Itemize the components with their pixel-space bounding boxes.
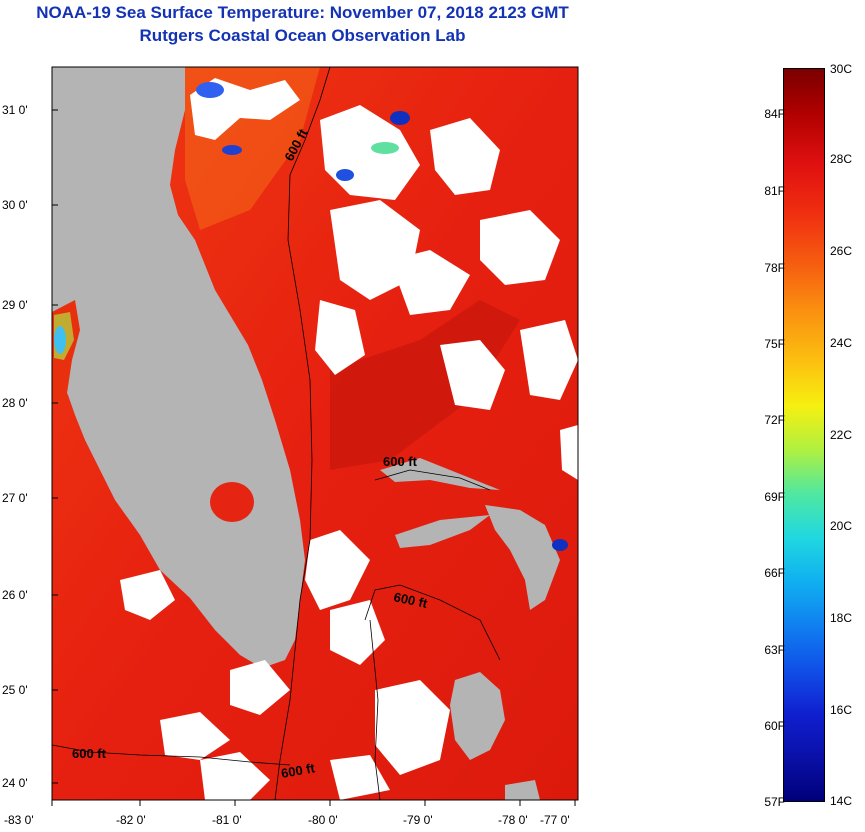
colorbar-fahrenheit-label: 63F bbox=[764, 643, 785, 657]
colorbar-celsius-label: 14C bbox=[830, 794, 853, 808]
axis-ticks bbox=[51, 109, 576, 806]
color-scale-bar bbox=[783, 68, 825, 802]
lat-label: 27 0' bbox=[2, 491, 28, 505]
colorbar-fahrenheit-label: 84F bbox=[764, 107, 785, 121]
chart-subtitle: Rutgers Coastal Ocean Observation Lab bbox=[139, 26, 466, 45]
lat-label: 31 0' bbox=[2, 103, 28, 117]
colorbar-fahrenheit-label: 60F bbox=[764, 719, 785, 733]
cloud-cover bbox=[120, 78, 578, 800]
colorbar-celsius-label: 30C bbox=[830, 62, 853, 76]
colorbar-celsius-label: 26C bbox=[830, 244, 853, 258]
lon-label: -79 0' bbox=[403, 813, 433, 827]
depth-contours bbox=[52, 67, 501, 800]
colorbar-celsius-label: 24C bbox=[830, 336, 853, 350]
lon-label: -82 0' bbox=[116, 813, 146, 827]
cool-water-patches bbox=[54, 82, 568, 551]
lat-label: 25 0' bbox=[2, 683, 28, 697]
colorbar-fahrenheit-label: 57F bbox=[764, 795, 785, 809]
colorbar-fahrenheit-label: 69F bbox=[764, 490, 785, 504]
colorbar-fahrenheit-label: 72F bbox=[764, 413, 785, 427]
colorbar-fahrenheit-label: 66F bbox=[764, 566, 785, 580]
contour-label: 600 ft bbox=[280, 760, 317, 781]
lon-label: -78 0' bbox=[498, 813, 528, 827]
lon-label: -77 0' bbox=[540, 813, 570, 827]
colorbar-fahrenheit-label: 81F bbox=[764, 184, 785, 198]
lon-label: -80 0' bbox=[308, 813, 338, 827]
lat-label: 28 0' bbox=[2, 396, 28, 410]
colorbar-celsius-label: 20C bbox=[830, 519, 853, 533]
chart-title: NOAA-19 Sea Surface Temperature: Novembe… bbox=[36, 3, 569, 22]
colorbar-celsius-label: 18C bbox=[830, 611, 853, 625]
lon-label: -83 0' bbox=[4, 813, 34, 827]
colorbar-celsius-label: 22C bbox=[830, 428, 853, 442]
contour-label: 600 ft bbox=[383, 454, 418, 469]
colorbar-celsius-label: 28C bbox=[830, 152, 853, 166]
contour-label: 600 ft bbox=[72, 746, 107, 761]
lon-label: -81 0' bbox=[212, 813, 242, 827]
colorbar-celsius-label: 16C bbox=[830, 703, 853, 717]
lake-okeechobee bbox=[210, 482, 254, 522]
lat-label: 29 0' bbox=[2, 298, 28, 312]
lat-label: 26 0' bbox=[2, 588, 28, 602]
lat-label: 30 0' bbox=[2, 198, 28, 212]
colorbar-fahrenheit-label: 75F bbox=[764, 337, 785, 351]
contour-label: 600 ft bbox=[392, 589, 429, 611]
lat-label: 24 0' bbox=[2, 776, 28, 790]
colorbar-fahrenheit-label: 78F bbox=[764, 261, 785, 275]
